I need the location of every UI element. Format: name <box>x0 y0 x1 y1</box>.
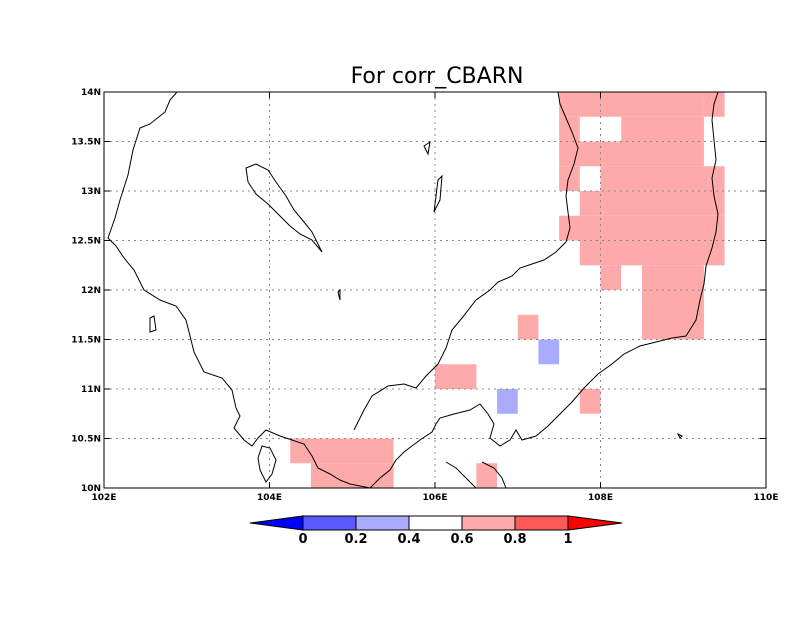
x-tick-label: 110E <box>754 493 779 503</box>
y-tick-label: 12N <box>81 286 101 296</box>
x-tick-label: 102E <box>92 493 117 503</box>
island-small-1 <box>337 288 341 301</box>
phu-quoc-island <box>257 445 277 483</box>
y-tick-label: 13N <box>81 187 101 197</box>
heatmap-cell <box>621 116 704 142</box>
colorbar-swatch <box>461 515 516 531</box>
heatmap-cell <box>600 166 725 191</box>
correlation-cells <box>290 92 725 488</box>
coastline-south <box>369 91 719 489</box>
heatmap-cell <box>559 215 725 241</box>
colorbar-swatch <box>355 515 410 531</box>
colorbar-arrow-low <box>249 515 304 531</box>
coastline-main <box>107 91 579 489</box>
heatmap-cell <box>290 438 394 464</box>
y-tick-label: 10.5N <box>71 435 101 445</box>
y-tick-label: 11N <box>81 385 101 395</box>
colorbar-swatch <box>408 515 463 531</box>
coastline <box>107 91 719 489</box>
y-tick-label: 14N <box>81 88 101 98</box>
colorbar-label: 0.8 <box>503 532 526 547</box>
colorbar-swatch <box>514 515 569 531</box>
island-small-2 <box>149 315 157 333</box>
colorbar: 0 0.2 0.4 0.6 0.8 1 <box>249 515 623 547</box>
heatmap-cell <box>579 191 725 216</box>
heatmap-cell <box>559 166 580 191</box>
heatmap-cell <box>310 463 394 488</box>
heatmap-cell <box>579 240 725 266</box>
colorbar-label: 0 <box>298 532 307 547</box>
map-title: For corr_CBARN <box>351 64 524 89</box>
heatmap-cell <box>435 364 477 389</box>
colorbar-swatch <box>302 515 357 531</box>
y-axis-ticks: 10N 10.5N 11N 11.5N 12N 12.5N 13N 13.5N 14N <box>71 88 766 494</box>
heatmap-cell <box>559 141 704 167</box>
y-tick-label: 13.5N <box>71 138 101 148</box>
island-river <box>433 174 443 213</box>
x-axis-ticks: 102E 104E 106E 108E 110E <box>92 92 779 503</box>
heatmap-cell <box>476 463 498 488</box>
x-tick-label: 104E <box>257 493 282 503</box>
heatmap-cell <box>559 92 704 117</box>
heatmap-cell <box>538 339 560 365</box>
heatmap-cell <box>497 389 518 414</box>
heatmap-cell <box>600 265 622 290</box>
y-tick-label: 10N <box>81 484 101 494</box>
grid-lines <box>104 92 766 488</box>
heatmap-cell <box>517 314 539 340</box>
heatmap-cell <box>559 116 580 142</box>
x-tick-label: 108E <box>588 493 613 503</box>
x-tick-label: 106E <box>423 493 448 503</box>
mekong-delta-coast <box>445 461 507 489</box>
tonle-sap-lake <box>245 163 323 253</box>
colorbar-label: 0.6 <box>450 532 473 547</box>
colorbar-label: 0.4 <box>397 532 420 547</box>
y-tick-label: 11.5N <box>71 336 101 346</box>
island-small-3 <box>676 432 683 439</box>
heatmap-cell <box>579 389 601 414</box>
heatmap-cell <box>641 265 704 290</box>
island-north <box>423 140 431 156</box>
colorbar-arrow-high <box>567 515 623 531</box>
heatmap-cell <box>641 290 704 340</box>
y-tick-label: 12.5N <box>71 237 101 247</box>
colorbar-label: 0.2 <box>344 532 367 547</box>
colorbar-label: 1 <box>563 532 572 547</box>
